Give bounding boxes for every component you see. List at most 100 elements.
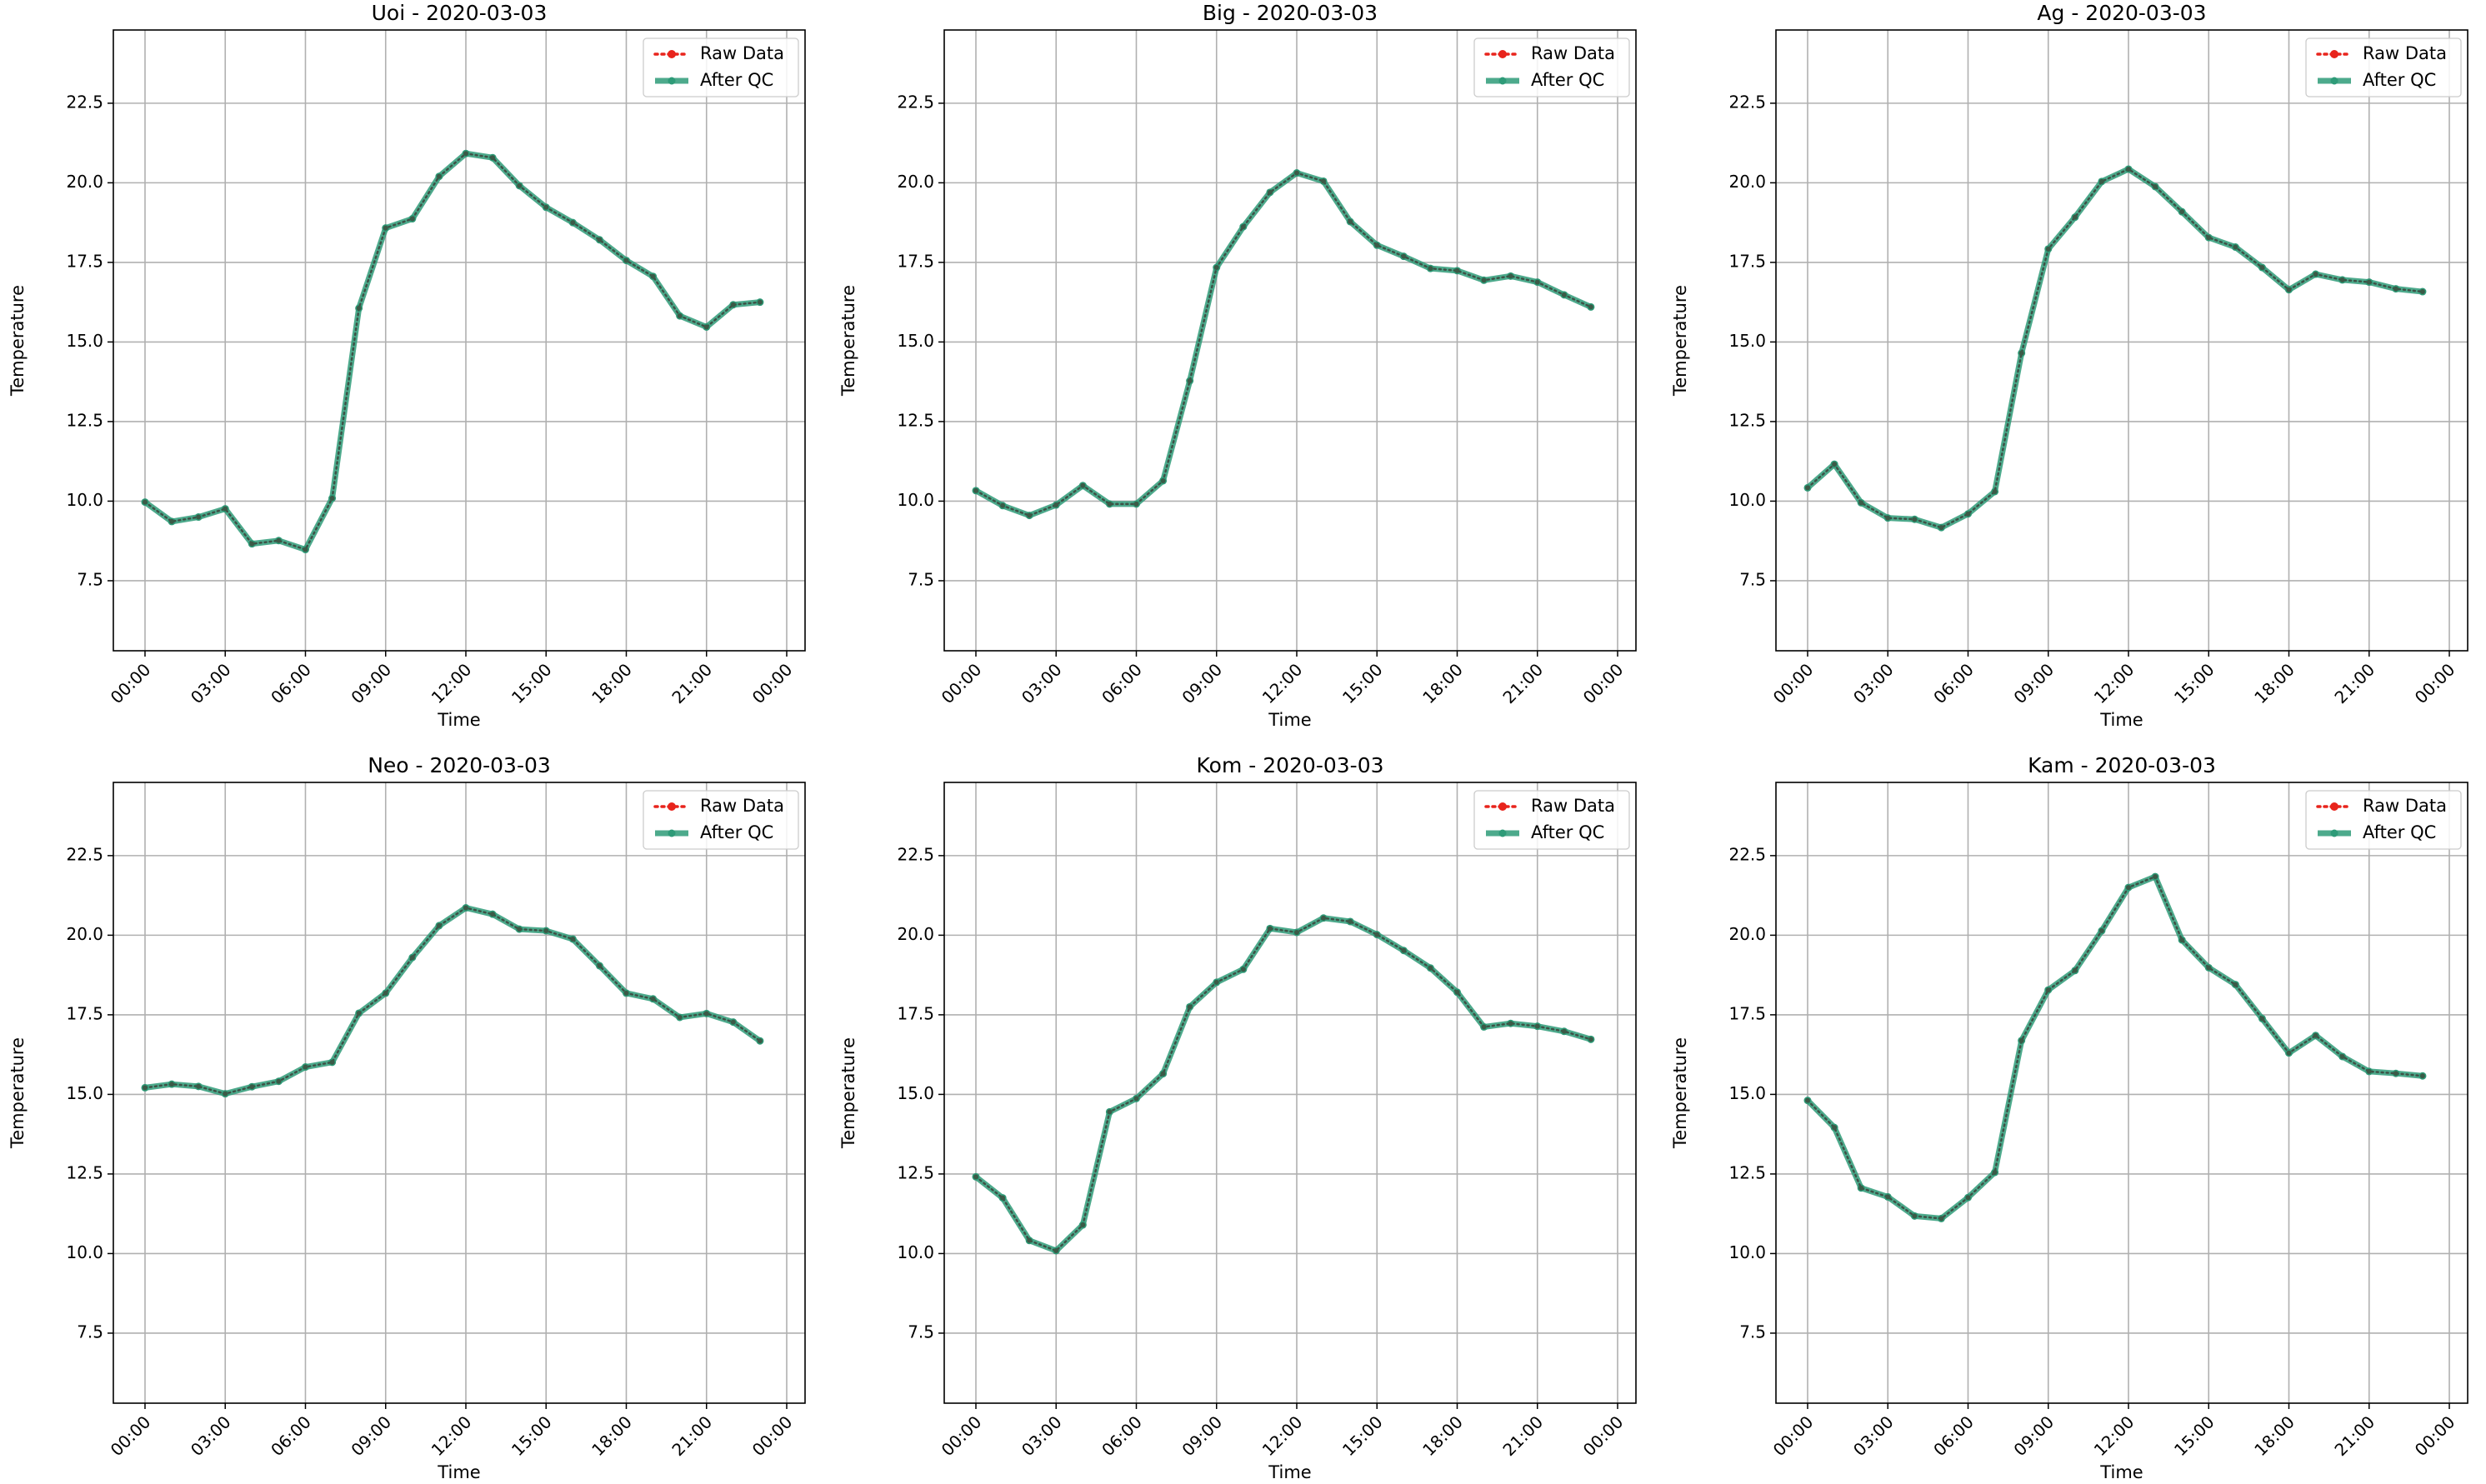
data-point-raw-data xyxy=(1534,279,1540,285)
x-axis-label: Time xyxy=(2099,1462,2143,1482)
data-point-raw-data xyxy=(973,487,978,493)
data-point-raw-data xyxy=(1027,512,1033,518)
data-point-raw-data xyxy=(1508,1021,1513,1027)
plot-area xyxy=(1776,782,2468,1403)
y-tick-label: 7.5 xyxy=(908,569,934,589)
x-axis-label: Time xyxy=(437,1462,480,1482)
series-line-raw-data xyxy=(143,907,762,1095)
subplot-1: 00:00 03:00 06:00 09:00 12:00 15:00 18:00 21:00… xyxy=(838,1,1637,730)
data-point-raw-data xyxy=(1454,267,1460,273)
data-point-raw-data xyxy=(303,547,308,552)
subplot-4: 00:00 03:00 06:00 09:00 12:00 15:00 18:00 21:00… xyxy=(838,753,1637,1482)
data-point-raw-data xyxy=(223,506,228,512)
data-point-raw-data xyxy=(1348,918,1353,924)
data-point-raw-data xyxy=(1187,1004,1193,1010)
x-tick-label: 21:00 xyxy=(1498,659,1547,707)
data-point-raw-data xyxy=(1992,488,1998,494)
data-point-raw-data xyxy=(2339,277,2345,282)
data-point-raw-data xyxy=(1107,501,1113,507)
data-point-raw-data xyxy=(329,495,335,501)
data-point-raw-data xyxy=(570,936,576,942)
series-line-raw-data xyxy=(143,152,762,552)
data-point-raw-data xyxy=(2045,246,2051,252)
x-tick-label: 03:00 xyxy=(1849,659,1898,707)
data-point-raw-data xyxy=(1588,1037,1593,1042)
x-tick-label: 18:00 xyxy=(2250,1412,2298,1460)
data-point-raw-data xyxy=(1107,1109,1113,1115)
x-tick-label: 15:00 xyxy=(1338,1412,1387,1460)
data-point-raw-data xyxy=(1000,502,1006,508)
y-tick-label: 20.0 xyxy=(66,924,103,944)
x-tick-label: 09:00 xyxy=(2009,1412,2058,1460)
data-point-raw-data xyxy=(1965,511,1971,517)
x-tick-label: 00:00 xyxy=(938,659,986,707)
y-tick-label: 15.0 xyxy=(1728,1083,1766,1103)
x-tick-label: 09:00 xyxy=(1178,659,1226,707)
x-tick-label: 12:00 xyxy=(1258,659,1307,707)
x-tick-label: 03:00 xyxy=(187,1412,235,1460)
x-tick-label: 06:00 xyxy=(1929,659,1978,707)
x-tick-label: 15:00 xyxy=(2170,1412,2218,1460)
data-point-raw-data xyxy=(2153,183,2158,189)
chart-title: Uoi - 2020-03-03 xyxy=(372,1,548,25)
data-point-raw-data xyxy=(1454,989,1460,995)
data-point-raw-data xyxy=(249,1084,255,1090)
data-point-raw-data xyxy=(2419,289,2425,295)
legend-marker-raw-data xyxy=(2330,50,2338,58)
data-point-raw-data xyxy=(1267,926,1273,932)
x-tick-label: 00:00 xyxy=(1769,659,1818,707)
data-point-raw-data xyxy=(1481,277,1487,283)
data-point-raw-data xyxy=(1805,1097,1810,1103)
data-point-raw-data xyxy=(2126,885,2131,891)
y-tick-label: 10.0 xyxy=(1728,490,1766,510)
legend-label: After QC xyxy=(1531,70,1604,90)
data-point-raw-data xyxy=(2179,937,2185,943)
data-point-raw-data xyxy=(2366,1068,2372,1074)
data-point-raw-data xyxy=(169,518,175,524)
legend-marker-after-qc xyxy=(1498,77,1507,85)
legend-marker-raw-data xyxy=(1498,50,1507,58)
y-tick-label: 12.5 xyxy=(897,410,934,430)
data-point-raw-data xyxy=(1321,178,1327,184)
subplot-0: 00:00 03:00 06:00 09:00 12:00 15:00 18:00 21:00… xyxy=(8,1,806,730)
x-tick-label: 06:00 xyxy=(267,659,315,707)
data-point-raw-data xyxy=(2393,286,2398,292)
y-tick-label: 12.5 xyxy=(897,1162,934,1182)
series-line-raw-data xyxy=(1806,167,2424,529)
data-point-raw-data xyxy=(1508,273,1513,279)
legend-marker-raw-data xyxy=(1498,802,1507,811)
data-point-raw-data xyxy=(1832,1125,1838,1131)
x-tick-label: 00:00 xyxy=(1579,659,1628,707)
chart-title: Kom - 2020-03-03 xyxy=(1197,753,1384,777)
data-point-raw-data xyxy=(1858,500,1864,506)
x-tick-label: 03:00 xyxy=(1018,1412,1066,1460)
data-point-raw-data xyxy=(2072,214,2078,220)
x-tick-label: 00:00 xyxy=(748,1412,797,1460)
data-point-raw-data xyxy=(2018,350,2024,356)
data-point-raw-data xyxy=(677,313,683,319)
x-tick-label: 00:00 xyxy=(748,659,797,707)
data-point-raw-data xyxy=(1885,1194,1891,1200)
data-point-raw-data xyxy=(623,990,629,996)
y-tick-label: 10.0 xyxy=(897,490,934,510)
data-point-raw-data xyxy=(463,151,468,157)
x-tick-label: 12:00 xyxy=(1258,1412,1307,1460)
data-point-raw-data xyxy=(1133,1096,1139,1102)
data-point-raw-data xyxy=(1938,525,1944,531)
data-point-raw-data xyxy=(1000,1195,1006,1201)
axes-frame xyxy=(943,782,1637,1404)
y-tick-label: 17.5 xyxy=(66,251,103,271)
data-point-raw-data xyxy=(730,302,736,307)
data-point-raw-data xyxy=(1187,378,1193,384)
y-axis-label: Temperature xyxy=(1670,285,1690,397)
y-axis-label: Temperature xyxy=(838,285,858,397)
x-tick-label: 06:00 xyxy=(1929,1412,1978,1460)
axes-frame xyxy=(1775,29,2468,652)
data-point-raw-data xyxy=(143,1085,148,1091)
data-point-raw-data xyxy=(436,922,442,928)
plot-area xyxy=(944,782,1636,1403)
data-point-raw-data xyxy=(597,963,603,969)
data-point-raw-data xyxy=(1858,1185,1864,1191)
data-point-raw-data xyxy=(1213,979,1219,985)
data-point-raw-data xyxy=(1080,1222,1086,1228)
